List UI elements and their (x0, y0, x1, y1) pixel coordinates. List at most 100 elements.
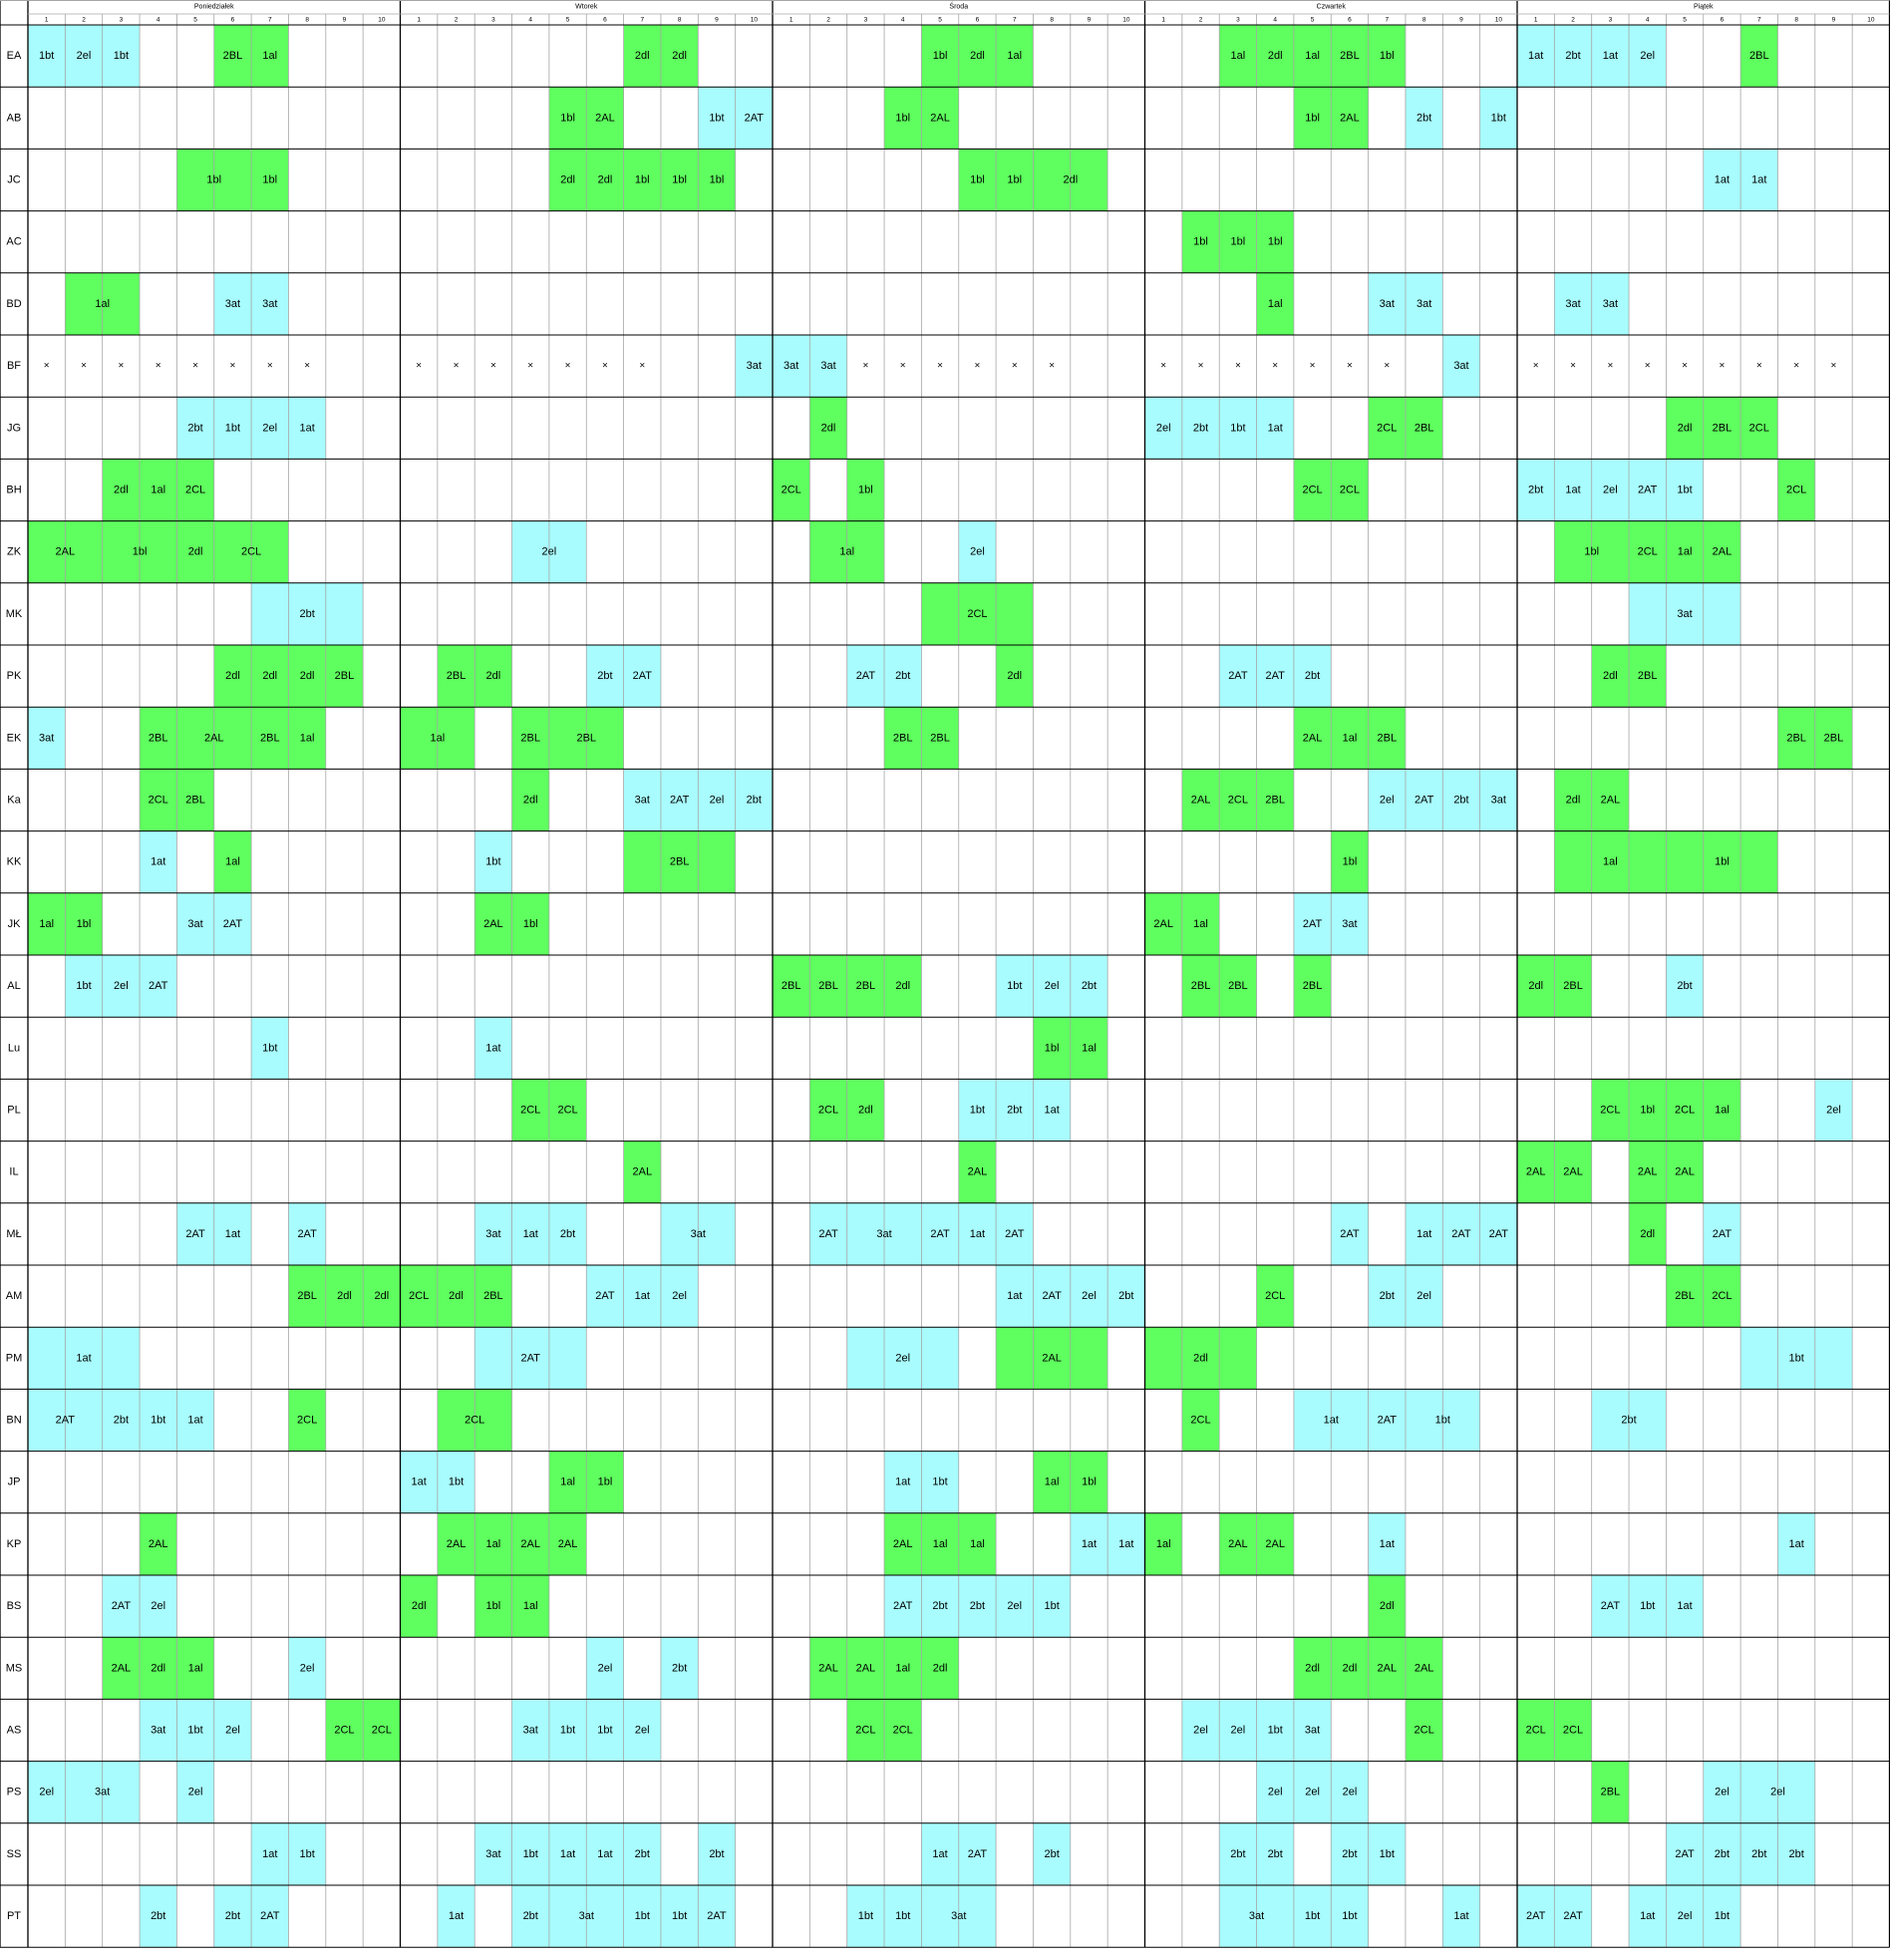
lesson-cell[interactable] (65, 955, 103, 1018)
lesson-cell[interactable] (1405, 1265, 1443, 1328)
lesson-cell[interactable] (1181, 1699, 1220, 1762)
lesson-cell[interactable] (586, 1699, 624, 1762)
lesson-cell[interactable] (140, 769, 177, 831)
lesson-cell[interactable] (548, 1451, 587, 1513)
lesson-cell[interactable] (1033, 1451, 1071, 1513)
lesson-cell[interactable] (921, 1512, 959, 1575)
lesson-cell[interactable] (1256, 210, 1294, 273)
lesson-cell[interactable] (1070, 1512, 1108, 1575)
lesson-cell[interactable] (698, 1885, 736, 1948)
lesson-cell[interactable] (698, 87, 736, 150)
lesson-cell[interactable] (1368, 1512, 1406, 1575)
lesson-cell[interactable] (1219, 769, 1257, 831)
lesson-cell[interactable] (623, 1265, 661, 1328)
lesson-cell[interactable] (1331, 707, 1369, 770)
lesson-cell[interactable] (586, 1822, 624, 1885)
lesson-cell[interactable] (474, 1265, 512, 1328)
lesson-cell[interactable] (996, 1575, 1034, 1638)
lesson-cell[interactable] (437, 645, 475, 708)
lesson-cell[interactable] (698, 769, 736, 831)
lesson-cell[interactable] (1293, 1699, 1332, 1762)
lesson-cell[interactable] (251, 1017, 289, 1080)
lesson-cell[interactable] (660, 149, 699, 211)
lesson-cell[interactable] (176, 397, 214, 460)
lesson-cell[interactable] (1368, 25, 1406, 88)
lesson-cell[interactable] (586, 1265, 624, 1328)
lesson-cell[interactable] (1256, 1761, 1294, 1823)
lesson-cell[interactable] (325, 1699, 364, 1762)
lesson-cell[interactable] (1666, 1265, 1704, 1328)
lesson-cell[interactable] (1293, 25, 1332, 88)
lesson-cell[interactable] (1331, 1822, 1369, 1885)
lesson-cell[interactable] (1107, 1512, 1145, 1575)
lesson-cell[interactable] (140, 1389, 177, 1452)
lesson-cell[interactable] (1107, 1265, 1145, 1328)
lesson-cell[interactable] (1293, 1761, 1332, 1823)
lesson-cell[interactable] (176, 892, 214, 955)
lesson-cell[interactable] (511, 892, 549, 955)
lesson-cell[interactable] (140, 1637, 177, 1700)
lesson-cell[interactable] (325, 1265, 364, 1328)
lesson-cell[interactable] (846, 1885, 885, 1948)
lesson-cell[interactable] (213, 1202, 252, 1265)
lesson-cell[interactable] (1740, 25, 1778, 88)
lesson-cell[interactable] (1405, 769, 1443, 831)
lesson-cell[interactable] (809, 335, 847, 398)
lesson-cell[interactable] (102, 1389, 141, 1452)
lesson-cell[interactable] (884, 707, 922, 770)
lesson-cell[interactable] (140, 1575, 177, 1638)
lesson-cell[interactable] (176, 1389, 214, 1452)
lesson-cell[interactable] (511, 1512, 549, 1575)
lesson-cell[interactable] (288, 707, 326, 770)
lesson-cell[interactable] (1293, 1637, 1332, 1700)
lesson-cell[interactable] (1293, 707, 1332, 770)
lesson-cell[interactable] (735, 769, 773, 831)
lesson-cell[interactable] (1442, 1885, 1480, 1948)
lesson-cell[interactable] (1554, 459, 1592, 521)
lesson-cell[interactable] (251, 582, 364, 645)
lesson-cell[interactable] (1331, 25, 1369, 88)
lesson-cell[interactable] (251, 707, 289, 770)
lesson-cell[interactable] (1554, 1141, 1592, 1203)
lesson-cell[interactable] (288, 397, 326, 460)
lesson-cell[interactable] (102, 1575, 141, 1638)
lesson-cell[interactable] (1666, 397, 1704, 460)
lesson-cell[interactable] (1219, 397, 1257, 460)
lesson-cell[interactable] (176, 1637, 214, 1700)
lesson-cell[interactable] (1181, 397, 1220, 460)
lesson-cell[interactable] (28, 707, 66, 770)
lesson-cell[interactable] (1331, 892, 1369, 955)
lesson-cell[interactable] (773, 335, 810, 398)
lesson-cell[interactable] (996, 1265, 1034, 1328)
lesson-cell[interactable] (921, 25, 959, 88)
lesson-cell[interactable] (586, 87, 624, 150)
lesson-cell[interactable] (1405, 1637, 1443, 1700)
lesson-cell[interactable] (1033, 1265, 1071, 1328)
lesson-cell[interactable] (1368, 1389, 1406, 1452)
lesson-cell[interactable] (1629, 459, 1667, 521)
lesson-cell[interactable] (1219, 25, 1257, 88)
lesson-cell[interactable] (884, 955, 922, 1018)
lesson-cell[interactable] (623, 769, 661, 831)
lesson-cell[interactable] (996, 25, 1034, 88)
lesson-cell[interactable] (1629, 1079, 1667, 1142)
lesson-cell[interactable] (1629, 1885, 1667, 1948)
lesson-cell[interactable] (474, 645, 512, 708)
lesson-cell[interactable] (1368, 1637, 1406, 1700)
lesson-cell[interactable] (996, 149, 1034, 211)
lesson-cell[interactable] (586, 645, 624, 708)
lesson-cell[interactable] (437, 1512, 475, 1575)
lesson-cell[interactable] (809, 1637, 847, 1700)
lesson-cell[interactable] (65, 892, 103, 955)
lesson-cell[interactable] (1703, 149, 1741, 211)
lesson-cell[interactable] (1479, 769, 1517, 831)
lesson-cell[interactable] (884, 1637, 922, 1700)
lesson-cell[interactable] (958, 1141, 997, 1203)
lesson-cell[interactable] (1033, 1079, 1071, 1142)
lesson-cell[interactable] (1331, 87, 1369, 150)
lesson-cell[interactable] (1405, 397, 1443, 460)
lesson-cell[interactable] (586, 1637, 624, 1700)
lesson-cell[interactable] (958, 1512, 997, 1575)
lesson-cell[interactable] (400, 1575, 438, 1638)
lesson-cell[interactable] (288, 1389, 326, 1452)
